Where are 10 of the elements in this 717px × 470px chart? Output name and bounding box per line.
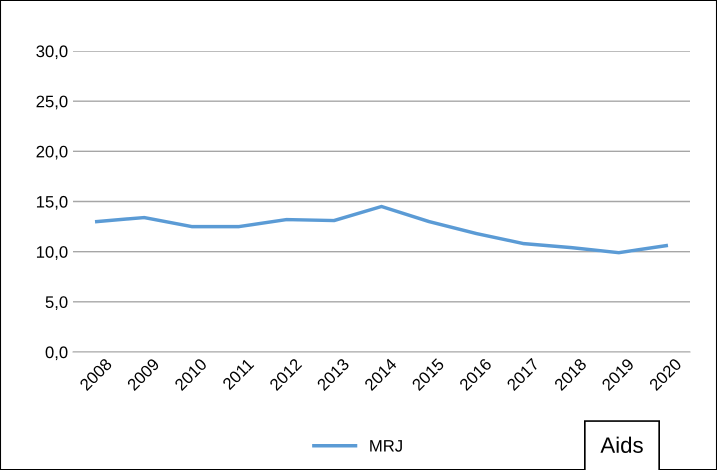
y-tick-label: 5,0 xyxy=(46,296,68,310)
legend-label: MRJ xyxy=(370,440,402,452)
y-tick-label: 25,0 xyxy=(36,96,68,110)
y-tick-label: 15,0 xyxy=(36,196,68,210)
y-tick-label: 30,0 xyxy=(36,45,68,60)
y-tick-label: 10,0 xyxy=(36,246,68,260)
line-series xyxy=(94,204,668,254)
text: Aids xyxy=(600,436,643,453)
y-tick-label: 0,0 xyxy=(46,346,68,360)
y-tick-label: 20,0 xyxy=(36,146,68,160)
